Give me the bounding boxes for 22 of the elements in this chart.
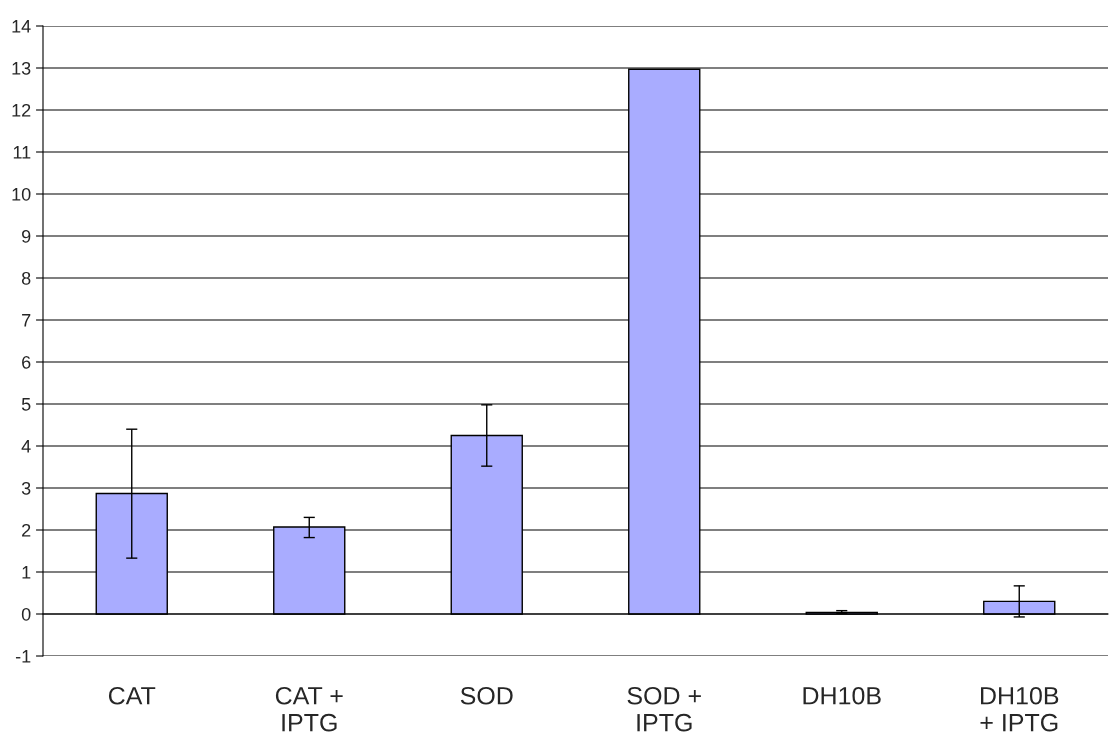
y-tick-label: 13 bbox=[12, 61, 31, 75]
y-tick-label: 8 bbox=[21, 271, 31, 285]
y-tick-label: 3 bbox=[21, 481, 31, 495]
y-tick-label: 6 bbox=[22, 355, 31, 369]
x-tick-label: SOD + IPTG bbox=[627, 686, 701, 732]
y-tick-label: 2 bbox=[22, 523, 31, 537]
y-tick-label: 10 bbox=[12, 187, 31, 201]
y-tick-label: 0 bbox=[21, 607, 31, 621]
y-tick-label: 7 bbox=[22, 314, 31, 327]
y-tick-label: 9 bbox=[22, 229, 31, 243]
y-tick-label: 4 bbox=[21, 440, 31, 453]
x-tick-label: DH10B bbox=[803, 686, 881, 705]
x-tick-label: SOD bbox=[460, 686, 513, 705]
y-tick-label: 11 bbox=[13, 146, 31, 159]
x-tick-label: CAT bbox=[108, 686, 156, 705]
x-tick-label: DH10B + IPTG bbox=[980, 686, 1059, 732]
y-tick-label: 1 bbox=[22, 566, 31, 579]
x-tick-label: CAT + IPTG bbox=[275, 686, 343, 732]
y-tick-label: 5 bbox=[21, 398, 31, 411]
y-tick-label: -1 bbox=[15, 650, 31, 663]
y-tick-label: 12 bbox=[12, 103, 31, 117]
y-tick-label: 14 bbox=[12, 20, 31, 33]
